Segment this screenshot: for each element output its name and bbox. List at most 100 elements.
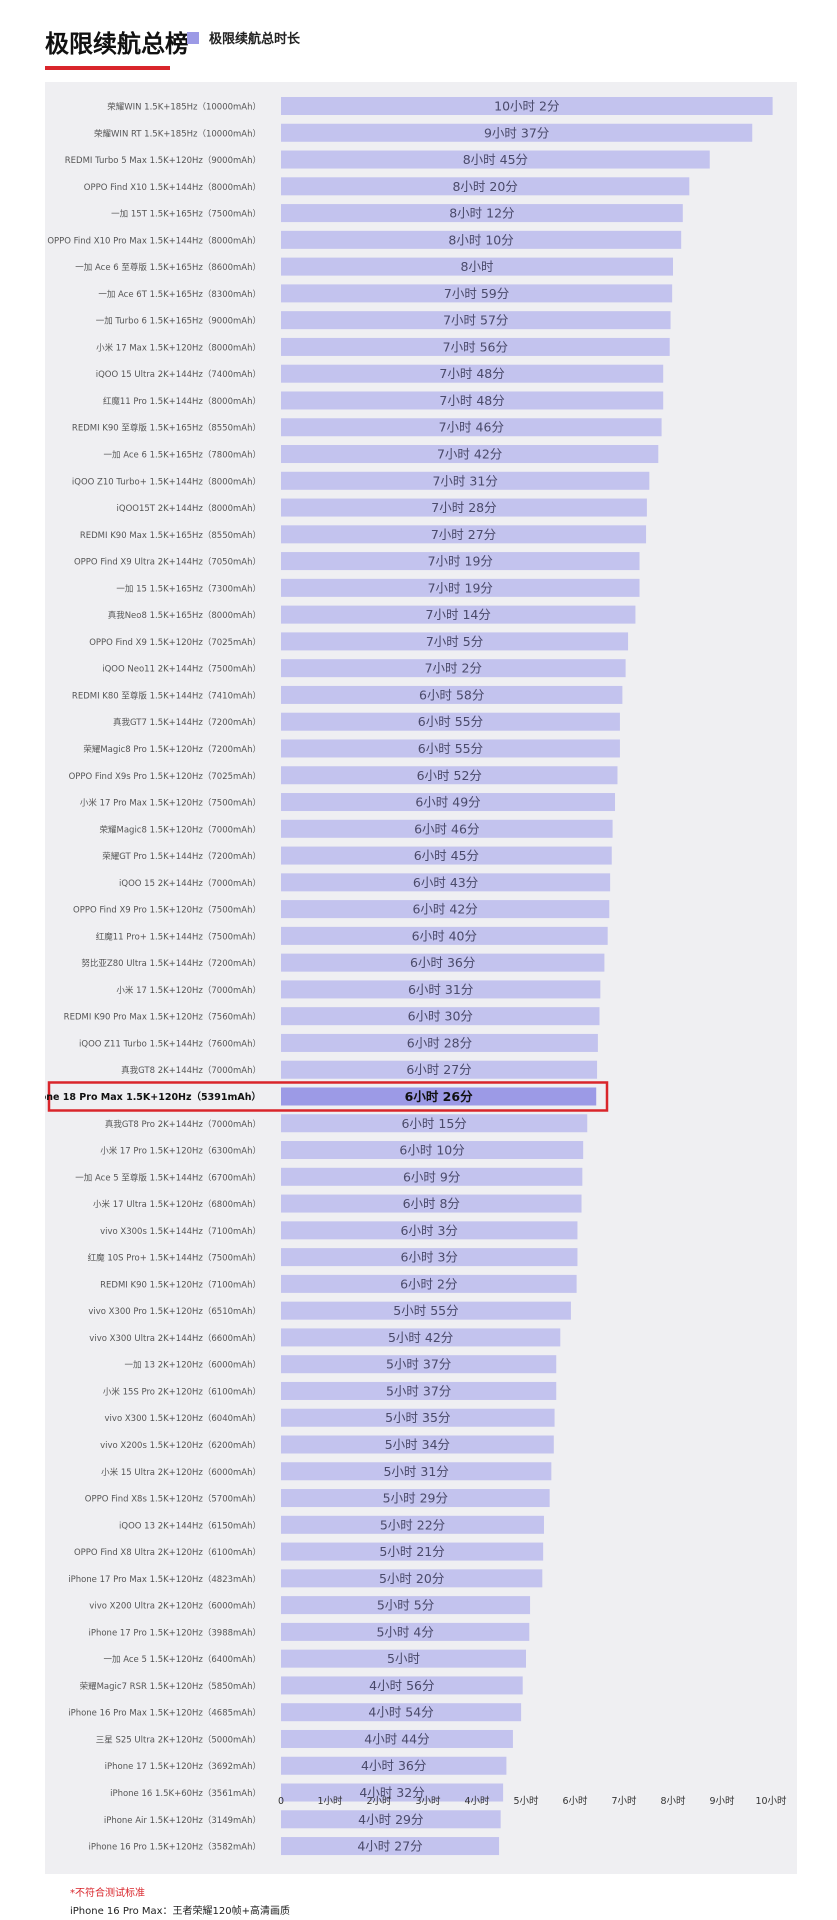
bar-value-label: 6小时 55分 <box>418 714 483 729</box>
bar <box>281 150 710 169</box>
bar <box>281 471 650 490</box>
bar <box>281 953 605 972</box>
bar <box>281 1248 578 1267</box>
bar-value-label: 7小时 19分 <box>428 580 493 595</box>
chart-panel: 荣耀WIN 1.5K+185Hz（10000mAh） 10小时 2分 荣耀WIN R… <box>45 82 797 1874</box>
bar-value-label: 7小时 14分 <box>426 607 491 622</box>
device-label: 一加 15 1.5K+165Hz（7300mAh） <box>116 583 261 594</box>
device-label: 三星 S25 Ultra 2K+120Hz（5000mAh） <box>96 1734 261 1745</box>
bar-value-label: 6小时 49分 <box>415 795 480 810</box>
bar-value-label: 6小时 30分 <box>408 1009 473 1024</box>
bar-value-label: 6小时 36分 <box>410 955 475 970</box>
device-label: 一加 Ace 5 至尊版 1.5K+144Hz（6700mAh） <box>75 1172 261 1183</box>
device-label: 一加 Ace 5 1.5K+120Hz（6400mAh） <box>104 1654 262 1665</box>
bar <box>281 1033 598 1052</box>
device-label: vivo X200 Ultra 2K+120Hz（6000mAh） <box>89 1601 261 1612</box>
bar-value-label: 8小时 10分 <box>448 232 513 247</box>
x-tick-label: 10小时 <box>755 1795 787 1807</box>
device-label: REDMI K90 1.5K+120Hz（7100mAh） <box>100 1279 261 1290</box>
bar <box>281 659 626 678</box>
bar-value-label: 7小时 42分 <box>437 447 502 462</box>
bar-value-label: 6小时 26分 <box>405 1089 473 1104</box>
device-label: iPhone 18 Pro Max 1.5K+120Hz（5391mAh） <box>45 1091 261 1103</box>
device-label: iQOO Z10 Turbo+ 1.5K+144Hz（8000mAh） <box>72 476 261 487</box>
device-label: REDMI Turbo 5 Max 1.5K+120Hz（9000mAh） <box>65 155 261 166</box>
bar <box>281 926 608 945</box>
bar-value-label: 7小时 48分 <box>439 393 504 408</box>
bar <box>281 793 616 812</box>
bar-value-label: 7小时 5分 <box>426 634 483 649</box>
bar <box>281 819 613 838</box>
bar <box>281 230 682 249</box>
device-label: OPPO Find X10 1.5K+144Hz（8000mAh） <box>84 182 261 193</box>
bar-value-label: 5小时 42分 <box>388 1330 453 1345</box>
bar <box>281 766 618 785</box>
x-tick-label: 0 <box>278 1796 284 1807</box>
device-label: 荣耀WIN 1.5K+185Hz（10000mAh） <box>107 102 261 113</box>
bar-value-label: 6小时 2分 <box>400 1276 457 1291</box>
bar <box>281 605 636 624</box>
bar-value-label: 5小时 21分 <box>379 1544 444 1559</box>
bar-value-label: 4小时 27分 <box>357 1839 422 1854</box>
device-label: 小米 15 Ultra 2K+120Hz（6000mAh） <box>101 1467 261 1478</box>
bar <box>281 311 671 330</box>
bar-value-label: 5小时 29分 <box>383 1491 448 1506</box>
bar-value-label: 8小时 45分 <box>463 152 528 167</box>
device-label: OPPO Find X9s Pro 1.5K+120Hz（7025mAh） <box>69 771 261 782</box>
bar <box>281 1622 530 1641</box>
bar-value-label: 4小时 32分 <box>359 1785 424 1800</box>
x-tick-label: 3小时 <box>415 1795 441 1807</box>
bar <box>281 846 612 865</box>
bar-value-label: 6小时 3分 <box>401 1250 458 1265</box>
bar-value-label: 7小时 28分 <box>431 500 496 515</box>
device-label: 一加 Ace 6 1.5K+165Hz（7800mAh） <box>104 450 262 461</box>
bar-value-label: 4小时 29分 <box>358 1812 423 1827</box>
bar <box>281 498 647 517</box>
device-label: 一加 15T 1.5K+165Hz（7500mAh） <box>111 209 261 220</box>
device-label: vivo X300 1.5K+120Hz（6040mAh） <box>105 1413 261 1424</box>
bar-value-label: 6小时 40分 <box>412 928 477 943</box>
bar-value-label: 6小时 8分 <box>403 1196 460 1211</box>
device-label: iPhone 16 Pro 1.5K+120Hz（3582mAh） <box>88 1842 261 1853</box>
bar <box>281 1462 552 1481</box>
device-label: iPhone 16 Pro Max 1.5K+120Hz（4685mAh） <box>68 1708 261 1719</box>
bar <box>281 337 670 356</box>
bar <box>281 1435 554 1454</box>
bar-value-label: 5小时 4分 <box>376 1624 433 1639</box>
bar <box>281 364 664 383</box>
bar <box>281 1355 557 1374</box>
bar <box>281 1408 555 1427</box>
bar-value-label: 6小时 27分 <box>406 1062 471 1077</box>
device-label: 小米 17 Pro 1.5K+120Hz（6300mAh） <box>100 1146 261 1157</box>
device-label: vivo X300 Ultra 2K+144Hz（6600mAh） <box>89 1333 261 1344</box>
bar <box>281 391 664 410</box>
bar <box>281 418 662 437</box>
device-label: REDMI K90 至尊版 1.5K+165Hz（8550mAh） <box>72 423 261 434</box>
device-label: iPhone 16 1.5K+60Hz（3561mAh） <box>110 1788 261 1799</box>
bar <box>281 1569 543 1588</box>
device-label: iPhone 17 Pro Max 1.5K+120Hz（4823mAh） <box>68 1574 261 1585</box>
device-label: 荣耀GT Pro 1.5K+144Hz（7200mAh） <box>102 851 261 862</box>
bar-value-label: 4小时 44分 <box>364 1731 429 1746</box>
bar-value-label: 5小时 37分 <box>386 1383 451 1398</box>
device-label: iQOO15T 2K+144Hz（8000mAh） <box>117 503 261 514</box>
bar-value-label: 7小时 31分 <box>432 473 497 488</box>
bar <box>281 873 611 892</box>
legend-label: 极限续航总时长 <box>209 32 301 47</box>
x-tick-label: 4小时 <box>464 1795 490 1807</box>
device-label: 真我GT8 Pro 2K+144Hz（7000mAh） <box>105 1119 261 1130</box>
highlight-frame <box>47 1081 609 1112</box>
bar-value-label: 7小时 59分 <box>444 286 509 301</box>
bar-value-label: 4小时 36分 <box>361 1758 426 1773</box>
device-label: 荣耀Magic8 1.5K+120Hz（7000mAh） <box>100 824 262 835</box>
device-label: 红魔 10S Pro+ 1.5K+144Hz（7500mAh） <box>88 1253 261 1264</box>
device-label: OPPO Find X10 Pro Max 1.5K+144Hz（8000mAh… <box>47 235 261 246</box>
bar-value-label: 6小时 15分 <box>401 1116 466 1131</box>
bar <box>281 632 629 651</box>
device-label: 荣耀Magic7 RSR 1.5K+120Hz（5850mAh） <box>80 1681 261 1692</box>
footnote-test-condition: iPhone 16 Pro Max：王者荣耀120帧+高清画质 <box>70 1906 291 1917</box>
bar <box>281 1810 501 1829</box>
bar <box>281 1328 561 1347</box>
bar-value-label: 6小时 52分 <box>417 768 482 783</box>
bar <box>281 1141 584 1160</box>
